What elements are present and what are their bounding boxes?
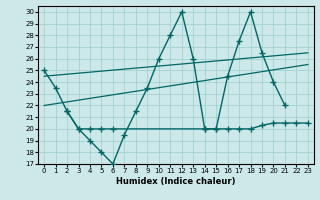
X-axis label: Humidex (Indice chaleur): Humidex (Indice chaleur)	[116, 177, 236, 186]
